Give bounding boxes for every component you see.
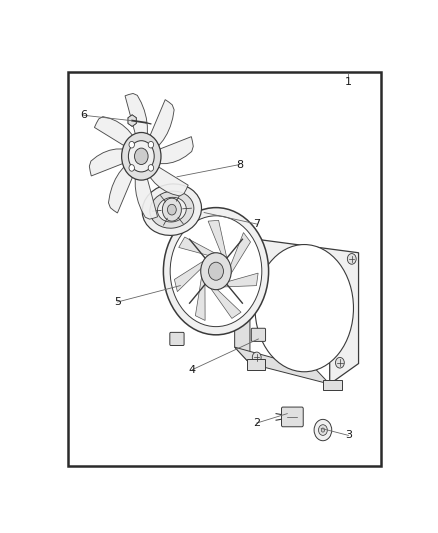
Polygon shape — [128, 120, 132, 126]
Polygon shape — [95, 117, 132, 146]
Circle shape — [122, 133, 161, 180]
FancyBboxPatch shape — [170, 333, 184, 345]
Circle shape — [321, 428, 325, 432]
Circle shape — [128, 141, 154, 172]
Circle shape — [129, 165, 134, 171]
Polygon shape — [132, 120, 136, 126]
Circle shape — [170, 216, 262, 327]
Text: 7: 7 — [253, 219, 260, 229]
Circle shape — [129, 141, 134, 148]
Polygon shape — [132, 115, 136, 120]
Polygon shape — [128, 115, 132, 120]
FancyBboxPatch shape — [247, 359, 265, 370]
Circle shape — [148, 165, 154, 171]
Polygon shape — [235, 347, 330, 384]
Polygon shape — [109, 167, 132, 213]
Text: 3: 3 — [345, 430, 352, 440]
Polygon shape — [179, 237, 216, 256]
Polygon shape — [208, 220, 227, 261]
Circle shape — [167, 204, 176, 215]
Polygon shape — [174, 260, 205, 292]
Circle shape — [201, 253, 231, 289]
Polygon shape — [135, 179, 158, 219]
FancyBboxPatch shape — [251, 328, 265, 342]
Polygon shape — [222, 273, 258, 287]
Polygon shape — [150, 167, 188, 196]
FancyBboxPatch shape — [323, 380, 342, 390]
Polygon shape — [160, 136, 193, 164]
Ellipse shape — [150, 191, 194, 228]
Text: 2: 2 — [253, 418, 260, 428]
Polygon shape — [128, 115, 136, 126]
Circle shape — [347, 254, 356, 264]
Circle shape — [162, 198, 181, 221]
Text: 1: 1 — [345, 77, 352, 87]
Ellipse shape — [255, 245, 353, 372]
Polygon shape — [230, 232, 251, 276]
Circle shape — [163, 207, 268, 335]
Circle shape — [314, 419, 332, 441]
Circle shape — [252, 352, 261, 363]
Polygon shape — [235, 228, 250, 364]
Polygon shape — [132, 118, 136, 124]
Circle shape — [208, 262, 223, 280]
Polygon shape — [125, 93, 148, 134]
Ellipse shape — [142, 184, 201, 236]
Polygon shape — [209, 286, 241, 318]
Circle shape — [134, 148, 148, 165]
FancyBboxPatch shape — [282, 407, 303, 427]
Circle shape — [318, 425, 327, 435]
Text: 8: 8 — [236, 159, 244, 169]
Circle shape — [148, 141, 154, 148]
Polygon shape — [150, 100, 174, 146]
Circle shape — [251, 241, 259, 252]
Text: 6: 6 — [80, 110, 87, 120]
Polygon shape — [128, 118, 132, 124]
Text: 4: 4 — [189, 365, 196, 375]
Ellipse shape — [158, 197, 186, 222]
Polygon shape — [195, 274, 205, 320]
Polygon shape — [250, 238, 359, 384]
Text: 5: 5 — [114, 297, 121, 307]
Polygon shape — [89, 149, 123, 176]
Circle shape — [336, 358, 344, 368]
